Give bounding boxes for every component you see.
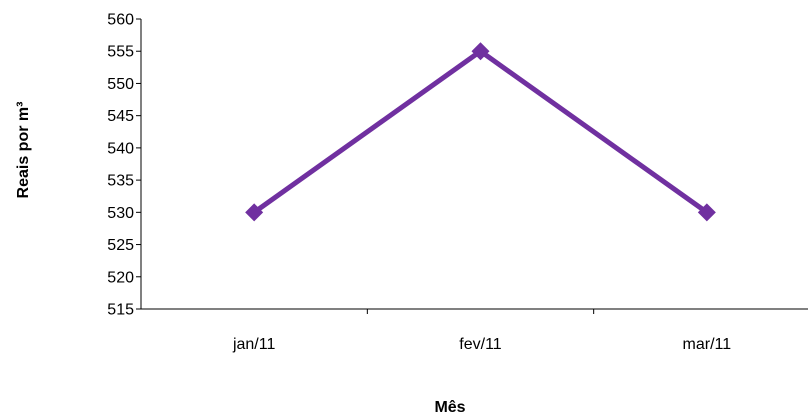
- y-tick-label: 560: [107, 12, 134, 29]
- y-tick-label: 535: [107, 173, 134, 190]
- y-tick-label: 530: [107, 205, 134, 222]
- y-tick-label: 550: [107, 76, 134, 93]
- series-line: [252, 48, 709, 215]
- series-layer: [245, 42, 716, 222]
- y-axis-ticks: 515 520 525 530 535 540 545 550 555 560: [107, 12, 141, 319]
- x-tick-label: jan/11: [232, 336, 276, 353]
- data-point-marker: [697, 203, 716, 222]
- y-tick-label: 520: [107, 269, 134, 286]
- y-tick-label: 545: [107, 108, 134, 125]
- y-tick-label: 515: [107, 302, 134, 319]
- x-tick-label: mar/11: [683, 336, 732, 353]
- x-axis-ticks: jan/11 fev/11 mar/11: [232, 309, 731, 353]
- data-point-marker: [245, 203, 264, 222]
- y-axis-title: Reais por m³: [15, 102, 32, 199]
- x-tick-label: fev/11: [459, 336, 502, 353]
- y-tick-label: 525: [107, 237, 134, 254]
- x-axis-title: Mês: [434, 399, 465, 416]
- data-point-marker: [471, 42, 490, 61]
- y-tick-label: 555: [107, 44, 134, 61]
- y-tick-label: 540: [107, 140, 134, 157]
